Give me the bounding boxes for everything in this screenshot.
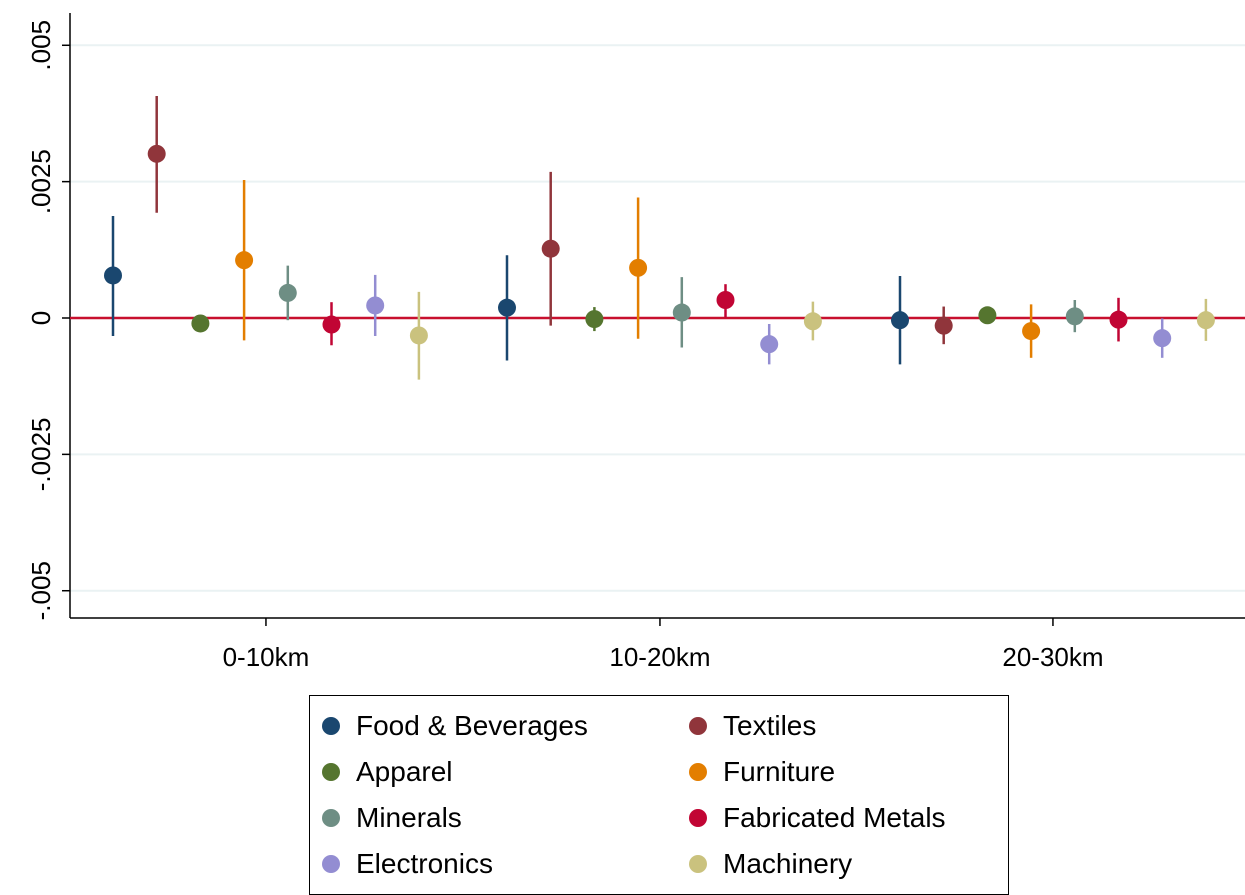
legend-label: Machinery [723,848,853,879]
point-estimate [278,283,297,302]
legend-item-machinery: Machinery [689,847,852,881]
point-estimate [629,258,648,277]
legend-label: Minerals [356,802,462,833]
gridlines [70,44,1245,592]
point-estimate [1109,310,1128,329]
legend-marker [689,717,707,735]
legend-marker [689,809,707,827]
point-estimate [366,296,385,315]
point-estimate [498,298,516,317]
point-estimate [803,312,822,331]
legend-marker [322,717,340,735]
y-tick-label: .0025 [26,149,56,214]
legend-label: Furniture [723,756,836,787]
axes: .005 .0025 0 -.0025 -.005 0-10km 10-20km 20-30k… [26,13,1245,672]
point-estimate [672,303,691,322]
point-estimate [978,306,997,325]
point-estimate [322,315,341,334]
x-tick-label: 10-20km [609,642,710,672]
legend-label: Fabricated Metals [723,802,946,833]
point-estimate [1196,311,1215,330]
point-estimate [585,310,604,329]
point-estimate [409,326,428,345]
legend-marker [322,809,340,827]
point-estimate [104,266,122,285]
legend-marker [689,763,707,781]
legend-label: Food & Beverages [356,710,588,741]
legend-item-apparel: Apparel [322,755,453,789]
legend-marker [689,855,707,873]
point-estimate [191,314,210,333]
x-tick-label: 20-30km [1002,642,1103,672]
legend-item-textiles: Textiles [689,709,816,743]
legend-item-food-beverages: Food & Beverages [322,709,588,743]
point-estimate [934,316,953,335]
legend-item-electronics: Electronics [322,847,493,881]
point-estimate [147,144,166,163]
point-estimate [760,335,779,354]
legend: Food & Beverages Textiles Apparel Furnit… [309,695,1009,895]
point-estimate [891,311,909,330]
y-tick-label: .005 [26,20,56,71]
legend-marker [322,855,340,873]
legend-label: Apparel [356,756,453,787]
point-estimate [541,239,560,258]
point-estimate [1065,307,1084,326]
y-tick-label: -.0025 [26,417,56,491]
legend-item-fabricated-metals: Fabricated Metals [689,801,946,835]
data-marks [70,96,1245,380]
legend-marker [322,763,340,781]
point-estimate [1022,322,1041,341]
y-tick-label: 0 [26,311,56,325]
point-estimate [235,251,254,270]
x-tick-label: 0-10km [223,642,310,672]
legend-label: Textiles [723,710,817,741]
point-estimate [716,291,735,309]
legend-item-minerals: Minerals [322,801,462,835]
legend-item-furniture: Furniture [689,755,835,789]
y-tick-label: -.005 [26,561,56,620]
legend-label: Electronics [356,848,493,879]
point-estimate [1153,329,1172,348]
